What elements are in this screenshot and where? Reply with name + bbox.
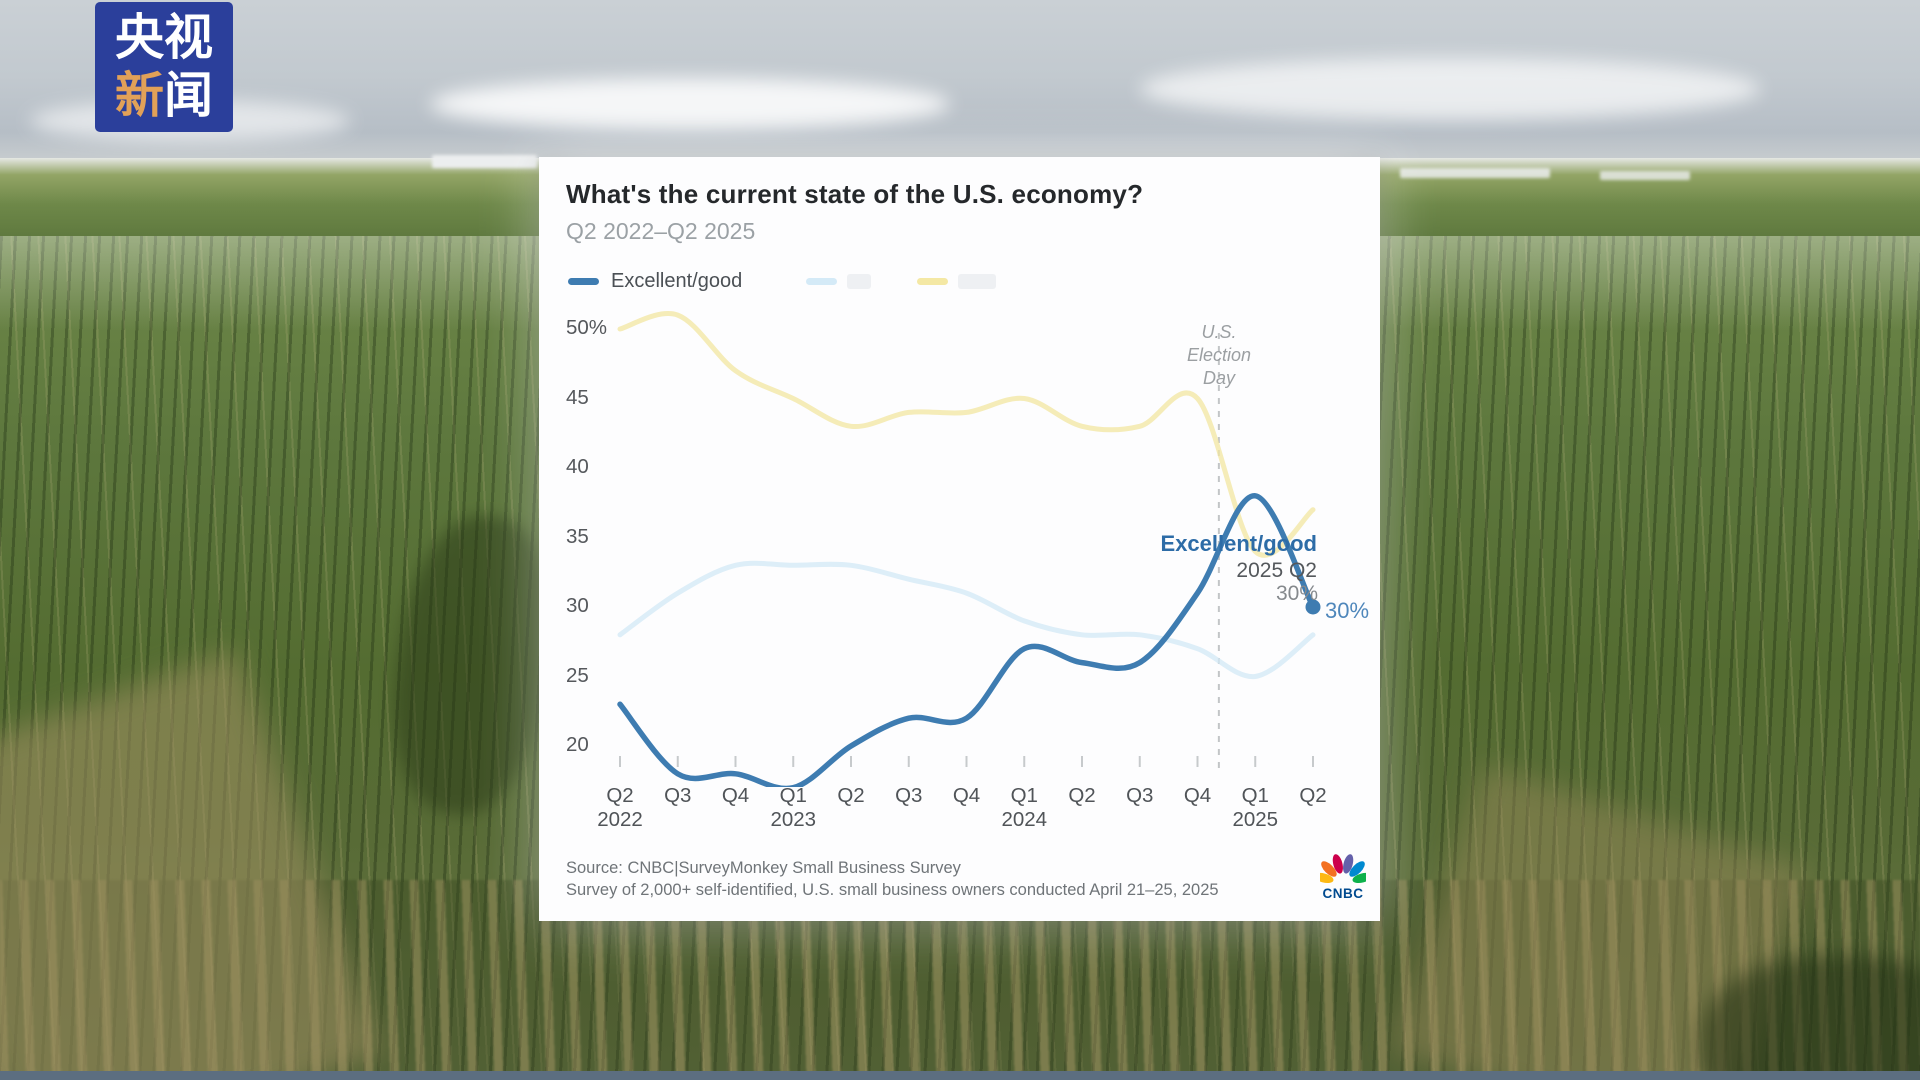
y-axis-label: 35	[566, 524, 589, 548]
cnbc-logo-text: CNBC	[1322, 886, 1364, 901]
x-axis-label: Q1	[1010, 784, 1038, 807]
x-axis-label: Q2	[1299, 784, 1327, 807]
legend-label-faded-illegible	[847, 274, 872, 289]
x-axis-label: Q4	[952, 784, 981, 807]
x-axis-label: Q3	[895, 784, 923, 807]
x-axis-year-label: 2024	[1001, 808, 1048, 831]
badge-char-wen: 闻	[164, 69, 214, 123]
x-axis-year-label: 2025	[1232, 808, 1279, 831]
x-axis-year-label: 2022	[597, 808, 643, 831]
legend-swatch-faded-yellow	[917, 278, 949, 285]
y-axis-label: 50%	[566, 316, 608, 339]
chart-card: What's the current state of the U.S. eco…	[539, 157, 1380, 921]
source-line: Source: CNBC|SurveyMonkey Small Business…	[566, 859, 961, 877]
x-axis-label: Q1	[1241, 784, 1269, 807]
cnbc-logo: CNBC	[1318, 849, 1368, 901]
y-axis-label: 20	[566, 733, 589, 756]
y-axis-label: 25	[566, 663, 589, 687]
cloud	[430, 78, 950, 130]
badge-line2: 新闻	[115, 67, 213, 125]
cctv-news-badge: 央视 新闻	[95, 2, 233, 132]
line-chart-plot	[617, 311, 1321, 787]
endpoint-value-label: 30%	[1325, 598, 1370, 623]
legend-swatch-faded-blue	[806, 278, 838, 285]
cloud	[1140, 58, 1760, 120]
x-axis-label: Q4	[721, 784, 750, 807]
badge-line1: 央视	[114, 11, 213, 65]
x-axis-label: Q2	[837, 784, 865, 807]
x-axis-label: Q1	[779, 784, 807, 807]
sky	[0, 0, 1920, 170]
distant-building	[1600, 171, 1690, 180]
x-axis-year-label: 2023	[770, 808, 817, 831]
badge-char-xin: 新	[114, 69, 164, 123]
cnbc-peacock-icon	[1320, 854, 1366, 884]
x-axis-label: Q3	[1126, 784, 1154, 807]
election-day-annotation: U.S. Election Day	[1186, 322, 1252, 388]
callout-value-label: 30%	[1275, 582, 1318, 605]
callout-series-label: Excellent/good	[1160, 531, 1317, 556]
video-bottom-edge	[0, 1071, 1920, 1080]
chart-legend: Excellent/good	[568, 270, 997, 293]
legend-label-excellent-good: Excellent/good	[611, 270, 743, 292]
chart-subtitle: Q2 2022–Q2 2025	[566, 218, 756, 244]
distant-building	[432, 155, 537, 168]
legend-label-faded-illegible	[958, 274, 997, 289]
distant-building	[1400, 168, 1550, 178]
x-axis-label: Q4	[1183, 784, 1212, 807]
y-axis-label: 45	[566, 385, 589, 409]
x-axis-label: Q3	[664, 784, 692, 807]
y-axis-label: 40	[566, 455, 589, 478]
y-axis-label: 30	[566, 594, 589, 617]
x-axis-label: Q2	[1068, 784, 1096, 807]
legend-swatch-excellent-good	[568, 278, 599, 285]
x-axis-label: Q2	[606, 784, 634, 807]
callout-period-label: 2025 Q2	[1236, 559, 1317, 582]
chart-title: What's the current state of the U.S. eco…	[566, 179, 1144, 209]
survey-note-line: Survey of 2,000+ self-identified, U.S. s…	[566, 881, 1219, 899]
